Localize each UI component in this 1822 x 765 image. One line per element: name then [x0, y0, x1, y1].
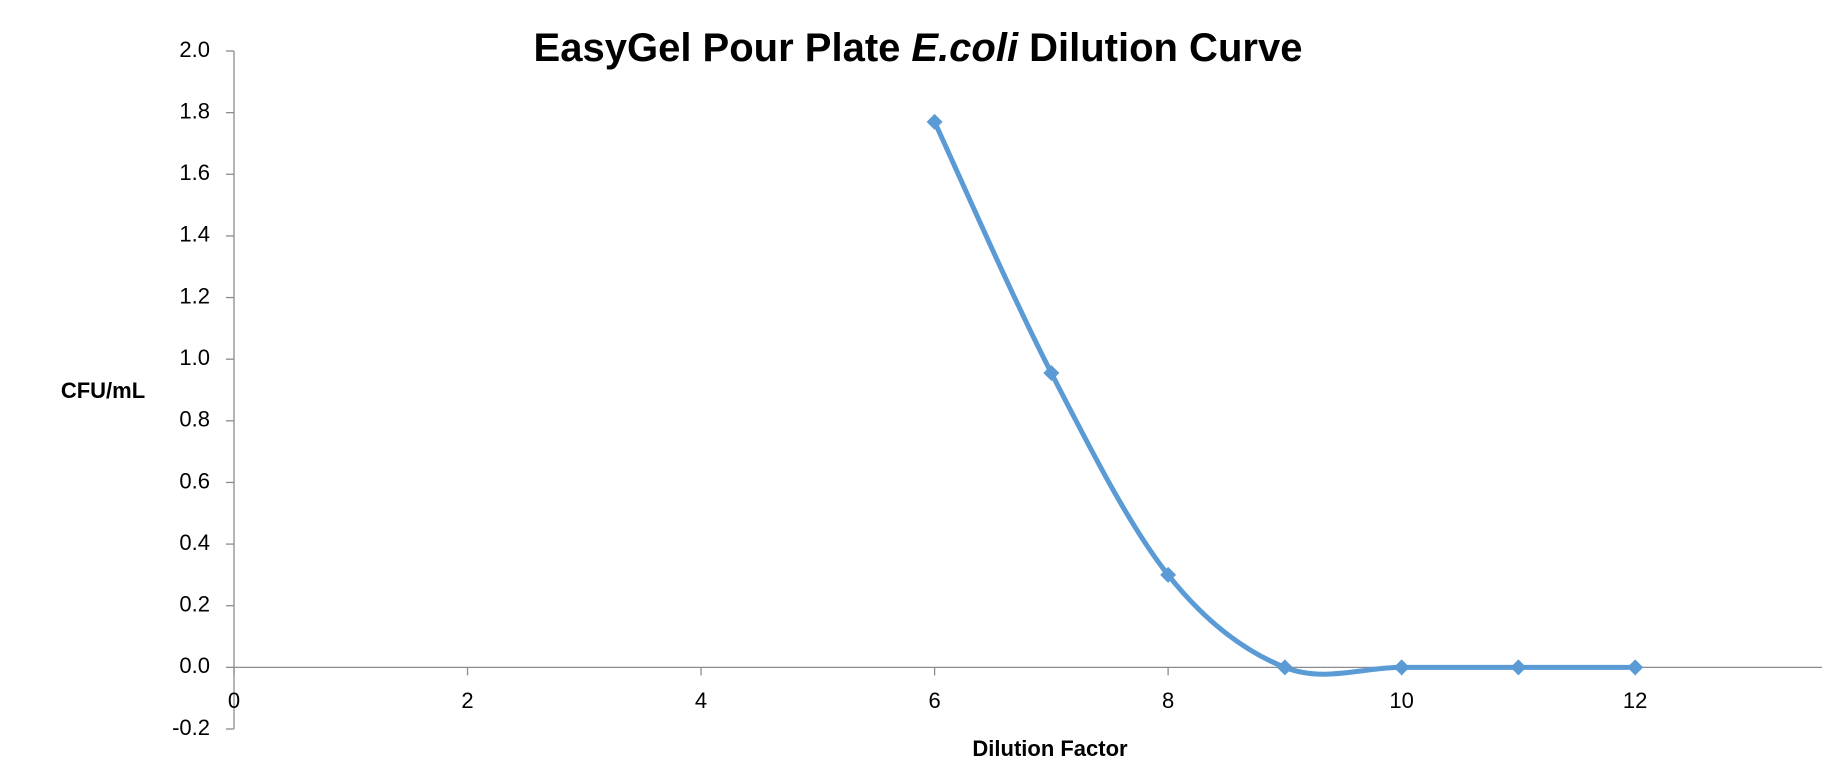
y-axis-label: CFU/mL	[61, 378, 145, 403]
y-tick-label: 0.0	[179, 653, 210, 678]
y-tick-label: 0.6	[179, 468, 210, 493]
marker	[1276, 659, 1293, 676]
marker	[926, 113, 943, 130]
x-tick-label: 12	[1623, 688, 1647, 713]
x-tick-label: 2	[461, 688, 473, 713]
x-tick-label: 8	[1162, 688, 1174, 713]
y-tick-label: 1.0	[179, 345, 210, 370]
x-tick-label: 4	[695, 688, 707, 713]
marker	[1160, 566, 1177, 583]
x-axis-label: Dilution Factor	[972, 736, 1128, 761]
y-tick-label: 0.8	[179, 407, 210, 432]
y-tick-label: 2.0	[179, 37, 210, 62]
y-tick-label: 1.4	[179, 222, 210, 247]
y-tick-label: 1.2	[179, 283, 210, 308]
x-tick-label: 10	[1389, 688, 1413, 713]
chart-title: EasyGel Pour Plate E.coli Dilution Curve	[534, 26, 1303, 70]
x-tick-label: 6	[928, 688, 940, 713]
title-part: Dilution Curve	[1029, 26, 1302, 70]
title-part: EasyGel Pour Plate	[534, 26, 901, 70]
y-tick-label: 1.8	[179, 98, 210, 123]
x-tick-label: 0	[228, 688, 240, 713]
marker	[1627, 659, 1644, 676]
marker	[1510, 659, 1527, 676]
marker	[1393, 659, 1410, 676]
y-tick-label: 1.6	[179, 160, 210, 185]
y-tick-label: 0.4	[179, 530, 210, 555]
y-tick-label: 0.2	[179, 592, 210, 617]
marker	[1043, 365, 1060, 382]
data-line	[932, 120, 1636, 677]
y-tick-label: -0.2	[172, 715, 210, 740]
title-italic: E.coli	[911, 26, 1019, 70]
